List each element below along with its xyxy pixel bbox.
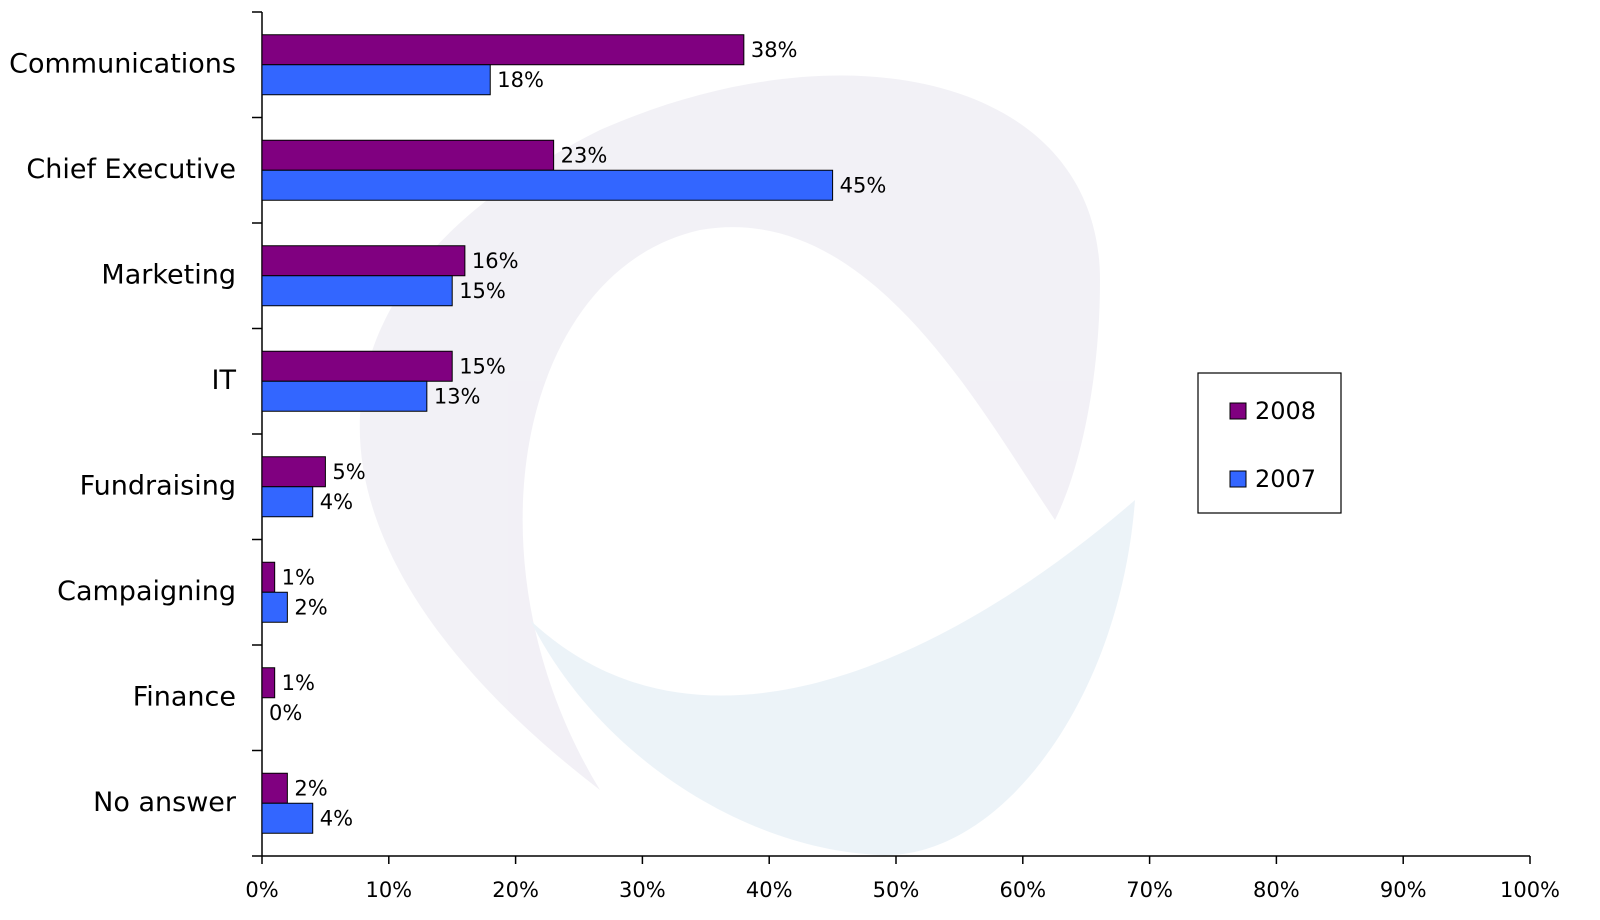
value-label: 16%: [472, 249, 519, 273]
y-tick-label: IT: [212, 365, 237, 396]
value-label: 15%: [459, 354, 506, 378]
x-tick-label: 80%: [1253, 878, 1300, 902]
value-label: 1%: [282, 565, 315, 589]
bar: [261, 245, 466, 277]
y-tick-label: Chief Executive: [26, 154, 236, 185]
x-tick-label: 20%: [492, 878, 539, 902]
legend-box: [1197, 372, 1342, 514]
x-tick-label: 100%: [1500, 878, 1560, 902]
legend-swatch: [1229, 402, 1247, 420]
legend-label: 2007: [1255, 465, 1316, 493]
x-tick-label: 40%: [746, 878, 793, 902]
value-label: 1%: [282, 671, 315, 695]
bar: [261, 486, 314, 518]
bar: [261, 667, 276, 699]
value-label: 4%: [320, 806, 353, 830]
bar: [261, 350, 453, 382]
x-tick-label: 50%: [873, 878, 920, 902]
bar: [261, 34, 745, 66]
bar: [261, 456, 326, 488]
legend-label: 2008: [1255, 397, 1316, 425]
x-tick-label: 70%: [1126, 878, 1173, 902]
value-label: 0%: [269, 701, 302, 725]
bar: [261, 380, 428, 412]
x-tick-label: 0%: [245, 878, 278, 902]
x-tick-label: 30%: [619, 878, 666, 902]
value-label: 13%: [434, 384, 481, 408]
watermark: [359, 75, 1135, 856]
bar: [261, 64, 491, 96]
value-label: 5%: [332, 460, 365, 484]
bar: [261, 561, 276, 593]
y-tick-label: Marketing: [101, 259, 236, 290]
value-label: 23%: [561, 143, 608, 167]
x-tick-label: 60%: [999, 878, 1046, 902]
bar: [261, 139, 555, 171]
legend-swatch: [1229, 470, 1247, 488]
x-tick-label: 90%: [1380, 878, 1427, 902]
value-label: 45%: [840, 173, 887, 197]
bar: [261, 772, 288, 804]
bar: [261, 169, 834, 201]
y-tick-label: Finance: [133, 681, 236, 712]
bar: [261, 802, 314, 834]
x-tick-label: 10%: [365, 878, 412, 902]
value-label: 2%: [294, 595, 327, 619]
y-tick-label: No answer: [93, 787, 237, 818]
value-label: 4%: [320, 490, 353, 514]
y-tick-label: Communications: [9, 48, 236, 79]
y-tick-label: Campaigning: [57, 576, 236, 607]
y-tick-label: Fundraising: [80, 470, 236, 501]
value-label: 18%: [497, 68, 544, 92]
value-label: 38%: [751, 38, 798, 62]
value-label: 15%: [459, 279, 506, 303]
value-label: 2%: [294, 776, 327, 800]
bar: [261, 275, 453, 307]
bar: [261, 591, 288, 623]
